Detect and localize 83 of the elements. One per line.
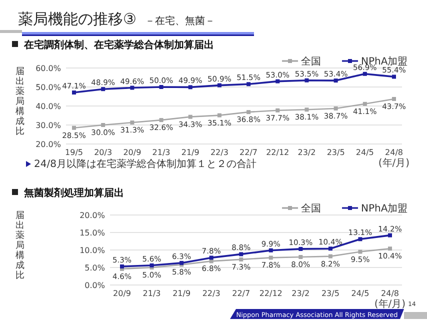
x-tick-label: 22/3 [210,148,228,157]
point [72,126,76,130]
point [217,83,222,88]
point [101,87,106,92]
point [304,78,309,82]
point [150,263,154,268]
x-axis-title: (年/月) [378,157,410,169]
point [130,120,134,125]
y-tick-label: 10.0% [80,246,106,255]
point [334,78,338,83]
point [188,85,192,90]
x-tick-label: 20/3 [94,148,112,157]
y-tick-label: 30.0% [36,120,62,130]
y-axis-title: 届出薬局構成比 [16,210,24,281]
point [120,264,124,268]
x-tick-label: 21/9 [172,289,191,298]
point [362,102,367,106]
x-tick-label: 23/5 [321,289,340,298]
x-tick-label: 21/3 [152,148,170,157]
x-tick-label: 22/12 [266,148,290,157]
y-tick-label: 5.0% [84,263,106,272]
y-tick-label: 60.0% [36,64,62,73]
y-tick-label: 40.0% [36,102,62,111]
y-tick-label: 50.0% [36,82,62,92]
point [268,256,273,260]
x-tick-label: 22/7 [232,289,250,298]
y-tick-label: 0.0% [84,280,106,290]
text: 薬局機能の推移③ [18,10,136,28]
y-tick-label: 15.0% [80,228,106,238]
point [392,74,396,79]
chart-title: 在宅調剤体制、在宅薬学総合体制加算届出 [23,39,214,51]
point [276,108,280,112]
x-tick-label: 20/9 [123,148,142,157]
point [239,252,244,256]
point [358,250,362,254]
point [101,123,106,127]
text: 24/8月以降は在宅薬学総合体制加算１と２の合計 [34,158,256,170]
point [298,246,303,251]
y-tick-label: 20.0% [36,140,62,149]
point [239,257,244,262]
point [298,255,303,259]
chart-title: 無菌製剤処理加算届出 [23,187,124,199]
x-tick-label: 19/5 [65,148,83,157]
x-tick-label: 23/2 [298,148,316,157]
point [334,106,338,110]
x-tick-label: 22/7 [240,148,258,157]
point [304,108,309,112]
x-tick-label: 22/3 [202,289,220,298]
x-tick-label: 24/8 [385,148,403,157]
x-tick-label: 22/12 [259,289,282,298]
point [246,82,251,86]
legend-label: 全国 [301,202,321,214]
x-tick-label: 23/2 [292,289,310,298]
x-tick-label: 24/5 [351,289,370,298]
point [217,113,222,118]
point [130,86,134,90]
point [209,256,214,260]
point [388,246,392,251]
point [328,246,332,251]
y-tick-label: 20.0% [80,210,106,220]
text: －在宅、無菌－ [145,15,215,27]
x-tick-label: 21/9 [181,148,200,157]
point [268,248,273,252]
legend-label: 全国 [301,56,321,68]
point [159,85,164,89]
x-tick-label: 21/3 [142,289,161,298]
x-axis-title: (年/月) [374,298,406,310]
point [362,72,367,76]
x-tick-label: 23/5 [326,148,345,157]
point [276,79,280,84]
x-tick-label: 24/8 [381,289,399,298]
point [328,254,332,258]
x-tick-label: 24/5 [356,148,374,157]
x-tick-label: 20/9 [113,289,131,298]
legend-label: NPhA加盟 [361,202,408,214]
point [392,96,396,101]
point [188,114,192,119]
point [246,110,251,114]
point [159,118,164,122]
y-axis-title: 届出薬局構成比 [16,66,24,137]
point [72,90,76,95]
point [388,233,392,238]
point [358,237,362,242]
